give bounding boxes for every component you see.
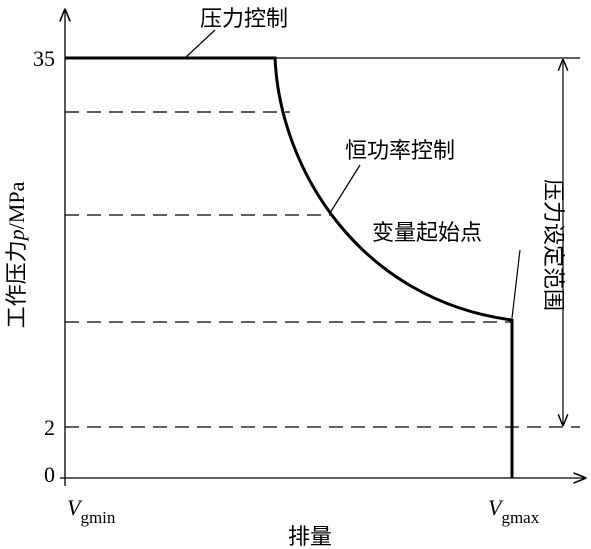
control-curve bbox=[65, 56, 514, 478]
x-axis-label: 排量 bbox=[288, 524, 332, 549]
x-tick-label: Vgmin bbox=[67, 495, 116, 527]
x-tick-label: Vgmax bbox=[488, 495, 540, 527]
annotation: 恒功率控制 bbox=[345, 138, 455, 163]
annotation: 变量起始点 bbox=[372, 220, 482, 245]
leader-line bbox=[184, 29, 216, 59]
leader-line bbox=[511, 249, 521, 319]
leader-line bbox=[329, 164, 361, 214]
annotation: 压力设定范围 bbox=[541, 179, 566, 311]
y-tick-label: 2 bbox=[44, 415, 55, 440]
y-axis-label: 工作压力p/MPa bbox=[4, 181, 29, 328]
y-tick-label: 0 bbox=[44, 462, 55, 487]
annotation: 压力控制 bbox=[200, 6, 288, 31]
y-tick-label: 35 bbox=[33, 46, 55, 71]
